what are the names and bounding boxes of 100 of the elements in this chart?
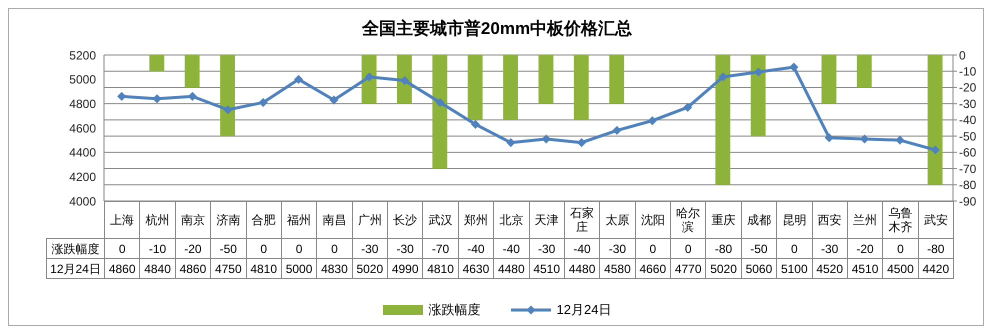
point [542,134,551,144]
point [718,72,728,82]
point [648,116,657,126]
y-tick-label: 4800 [69,96,96,111]
data-label: 0 [634,238,671,259]
data-label: 5020 [705,258,742,279]
text: 12月24日 [50,262,101,276]
data-label: -50 [210,238,246,259]
point [364,72,374,82]
chart-title: 全国主要城市普20mm中板价格汇总 [360,18,634,40]
point [258,98,268,107]
legend-label: 涨跌幅度 [428,301,481,319]
data-label: 4630 [458,258,494,279]
data-label: 0 [316,238,353,259]
point [930,145,940,154]
x-tick-label: 沈阳 [634,201,671,239]
data-label: -40 [493,238,530,259]
y2-tick-label: -80 [959,178,977,192]
point [470,120,480,129]
x-tick-label: 天津 [528,201,565,239]
point [612,126,622,135]
point [294,74,304,84]
data-label: 4840 [139,258,176,279]
y-tick-label: 4400 [69,146,96,160]
data-label: 5060 [740,258,778,279]
point [683,102,692,112]
y2-tick-label: 0 [959,48,966,62]
x-tick-label: 乌鲁木齐 [882,201,919,239]
y2-tick-label: -20 [959,80,977,95]
data-label: 4810 [422,258,459,279]
y2-tick-label: -90 [959,194,977,208]
data-label: 4660 [634,258,671,279]
data-label: -40 [564,238,600,259]
data-label: 4990 [387,258,424,279]
data-label: 4510 [528,258,565,279]
data-label: 5020 [352,258,388,279]
data-label: -20 [846,238,884,259]
x-tick-label: 兰州 [846,201,884,239]
x-tick-label: 杭州 [139,201,176,239]
y2-tick-label: -60 [959,146,977,160]
x-tick-label: 南京 [174,201,212,239]
data-label: -70 [422,238,459,259]
x-tick-label: 武安 [918,201,954,239]
x-tick-label: 济南 [210,201,246,239]
data-label: 0 [246,238,282,259]
point [400,76,410,86]
data-label: 4520 [812,258,848,279]
y2-tick-label: -70 [959,162,977,176]
text: 涨跌幅度 [52,242,100,256]
y-tick-label: 5200 [69,48,96,62]
x-tick-label: 重庆 [705,201,742,239]
data-label: 4500 [882,258,919,279]
data-label: -80 [918,238,954,259]
legend-label: 12月24日 [556,301,612,319]
data-label: 4480 [564,258,600,279]
data-label: -30 [599,238,636,259]
data-label: 0 [882,238,919,259]
x-tick-label: 昆明 [776,201,812,239]
x-tick-label: 上海 [104,201,140,239]
data-label: 0 [280,238,318,259]
x-tick-label: 广州 [352,201,388,239]
data-label: 0 [104,238,140,259]
data-label: 5100 [776,258,812,279]
data-label: 4480 [493,258,530,279]
y-tick-label: 4600 [69,121,96,136]
data-label: 0 [670,238,706,259]
data-label: -10 [139,238,176,259]
x-tick-label: 长沙 [387,201,424,239]
x-tick-label: 北京 [493,201,530,239]
x-tick-label: 石家庄 [564,201,600,239]
data-label: -30 [812,238,848,259]
data-label: 4580 [599,258,636,279]
point [223,105,232,114]
x-tick-label: 武汉 [422,201,459,239]
x-tick-label: 合肥 [246,201,282,239]
x-tick-label: 福州 [280,201,318,239]
point [117,92,126,101]
data-label: -20 [174,238,212,259]
data-label: -80 [705,238,742,259]
y2-tick-label: -40 [959,113,977,128]
data-label: 0 [776,238,812,259]
data-label: -30 [387,238,424,259]
point [329,96,338,105]
x-tick-label: 成都 [740,201,778,239]
y-tick-label: 4000 [69,194,96,208]
data-label: 4810 [246,258,282,279]
data-label: -30 [528,238,565,259]
point [436,98,445,107]
data-label: -40 [458,238,494,259]
data-label: 4860 [174,258,212,279]
data-label: 4770 [670,258,706,279]
y2-tick-label: -10 [959,64,977,78]
y2-tick-label: -30 [959,96,977,111]
x-tick-label: 西安 [812,201,848,239]
y-tick-label: 5000 [69,72,96,87]
data-label: 4420 [918,258,954,279]
x-tick-label: 南昌 [316,201,353,239]
point [506,138,516,148]
data-label: 4750 [210,258,246,279]
data-label: -50 [740,238,778,259]
